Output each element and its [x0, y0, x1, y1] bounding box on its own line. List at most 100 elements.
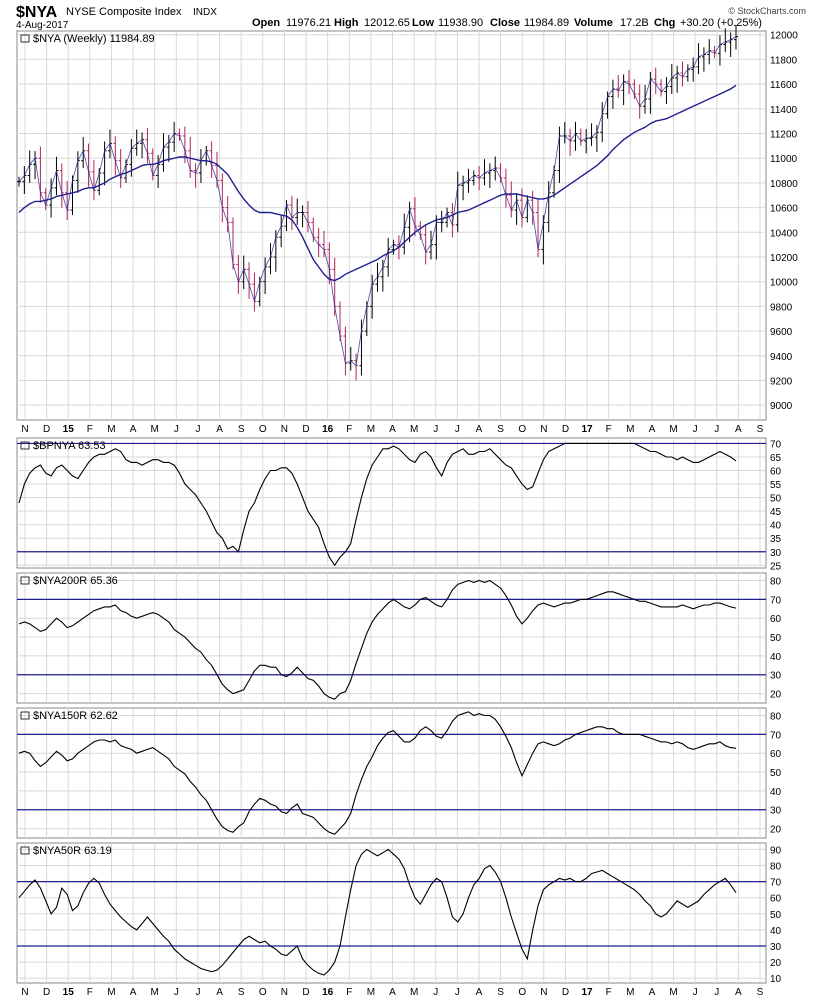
- x-tick-label: D: [302, 424, 309, 435]
- moving-average-line: [18, 84, 737, 282]
- y-tick-label: 30: [770, 942, 782, 953]
- x-tick-label: J: [195, 424, 200, 435]
- x-tick-label: J: [714, 424, 719, 435]
- x-tick-label: D: [43, 987, 50, 998]
- y-tick-label: 9000: [770, 401, 793, 412]
- y-tick-label: 50: [770, 633, 782, 644]
- y-tick-label: 70: [770, 439, 782, 450]
- y-tick-label: 11000: [770, 154, 798, 165]
- y-tick-label: 9200: [770, 376, 793, 387]
- x-tick-label: F: [346, 424, 352, 435]
- y-tick-label: 35: [770, 534, 782, 545]
- x-tick-label: N: [281, 987, 288, 998]
- price-bar: [734, 24, 738, 50]
- panel-frame: [16, 707, 767, 839]
- panel-frame: [16, 572, 767, 704]
- chg-label: Chg: [654, 17, 675, 29]
- x-tick-label: J: [174, 424, 179, 435]
- low-label: Low: [412, 17, 434, 29]
- y-tick-label: 9800: [770, 302, 793, 313]
- panel-1: 25 30 35 40 45 50 55 60 65 70 $BPNYA 63.53: [16, 437, 782, 572]
- indicator-line: [18, 442, 737, 567]
- x-tick-label: J: [174, 987, 179, 998]
- y-tick-label: 9400: [770, 352, 793, 363]
- y-tick-label: 20: [770, 958, 782, 969]
- x-tick-label: S: [757, 987, 764, 998]
- x-tick-label: M: [669, 424, 677, 435]
- x-tick-label: A: [476, 987, 483, 998]
- x-tick-label: D: [43, 424, 50, 435]
- x-tick-label: A: [130, 424, 137, 435]
- chg-value: +30.20 (+0.25%): [680, 17, 762, 29]
- panel-label: $NYA (Weekly) 11984.89: [33, 33, 155, 45]
- y-tick-label: 80: [770, 712, 782, 723]
- panel-2: 20 30 40 50 60 70 80 $NYA200R 65.36: [16, 572, 782, 704]
- high-label: High: [334, 17, 359, 29]
- y-tick-label: 10600: [770, 204, 798, 215]
- y-tick-label: 40: [770, 787, 782, 798]
- low-value: 11938.90: [438, 17, 483, 29]
- y-tick-label: 60: [770, 614, 782, 625]
- x-tick-label: D: [562, 424, 569, 435]
- x-tick-label: M: [410, 987, 418, 998]
- indicator-line: [18, 711, 737, 835]
- y-tick-label: 11400: [770, 105, 798, 116]
- x-tick-label: S: [497, 424, 504, 435]
- y-tick-label: 60: [770, 894, 782, 905]
- x-tick-label: J: [455, 424, 460, 435]
- exchange-label: INDX: [193, 7, 217, 18]
- y-tick-label: 11800: [770, 55, 798, 66]
- close-line: [18, 36, 737, 367]
- x-tick-label: 17: [581, 424, 593, 435]
- x-tick-label: D: [302, 987, 309, 998]
- y-tick-label: 50: [770, 768, 782, 779]
- panel-label: $NYA150R 62.62: [33, 710, 118, 722]
- x-tick-label: J: [433, 424, 438, 435]
- panel-frame: [16, 30, 767, 421]
- x-tick-label: M: [151, 424, 159, 435]
- y-tick-label: 10800: [770, 179, 798, 190]
- x-tick-label: O: [259, 987, 267, 998]
- x-tick-label: 15: [63, 987, 75, 998]
- x-tick-label: M: [107, 987, 115, 998]
- chart-icon: [20, 711, 30, 720]
- panel-frame: [16, 842, 767, 984]
- volume-label: Volume: [574, 17, 613, 29]
- x-tick-label: J: [693, 424, 698, 435]
- y-tick-label: 80: [770, 862, 782, 873]
- high-value: 12012.65: [364, 17, 410, 29]
- panel-label: $BPNYA 63.53: [33, 440, 106, 452]
- y-tick-label: 60: [770, 467, 782, 478]
- y-tick-label: 12000: [770, 31, 798, 42]
- y-tick-label: 80: [770, 577, 782, 588]
- x-tick-label: J: [714, 987, 719, 998]
- y-tick-label: 10000: [770, 278, 798, 289]
- x-tick-label: M: [151, 987, 159, 998]
- panel-label: $NYA200R 65.36: [33, 575, 118, 587]
- y-tick-label: 30: [770, 671, 782, 682]
- y-tick-label: 70: [770, 595, 782, 606]
- y-tick-label: 60: [770, 749, 782, 760]
- x-tick-label: O: [518, 987, 526, 998]
- x-tick-label: S: [757, 424, 764, 435]
- open-label: Open: [252, 17, 280, 29]
- x-tick-label: O: [518, 424, 526, 435]
- chart-icon: [20, 441, 30, 450]
- y-tick-label: 40: [770, 652, 782, 663]
- y-tick-label: 10200: [770, 253, 798, 264]
- x-tick-label: A: [476, 424, 483, 435]
- x-tick-label: M: [626, 424, 634, 435]
- chart-header: $NYA NYSE Composite Index INDX 4-Aug-201…: [16, 4, 806, 31]
- x-tick-label: A: [389, 424, 396, 435]
- y-tick-label: 65: [770, 453, 782, 464]
- symbol-title: $NYA: [16, 4, 58, 21]
- x-tick-label: S: [238, 424, 245, 435]
- volume-value: 17.2B: [620, 17, 649, 29]
- x-tick-label: A: [735, 424, 742, 435]
- x-tick-label: N: [21, 424, 28, 435]
- x-tick-label: A: [735, 987, 742, 998]
- x-tick-label: A: [389, 987, 396, 998]
- x-tick-label: J: [455, 987, 460, 998]
- y-tick-label: 40: [770, 926, 782, 937]
